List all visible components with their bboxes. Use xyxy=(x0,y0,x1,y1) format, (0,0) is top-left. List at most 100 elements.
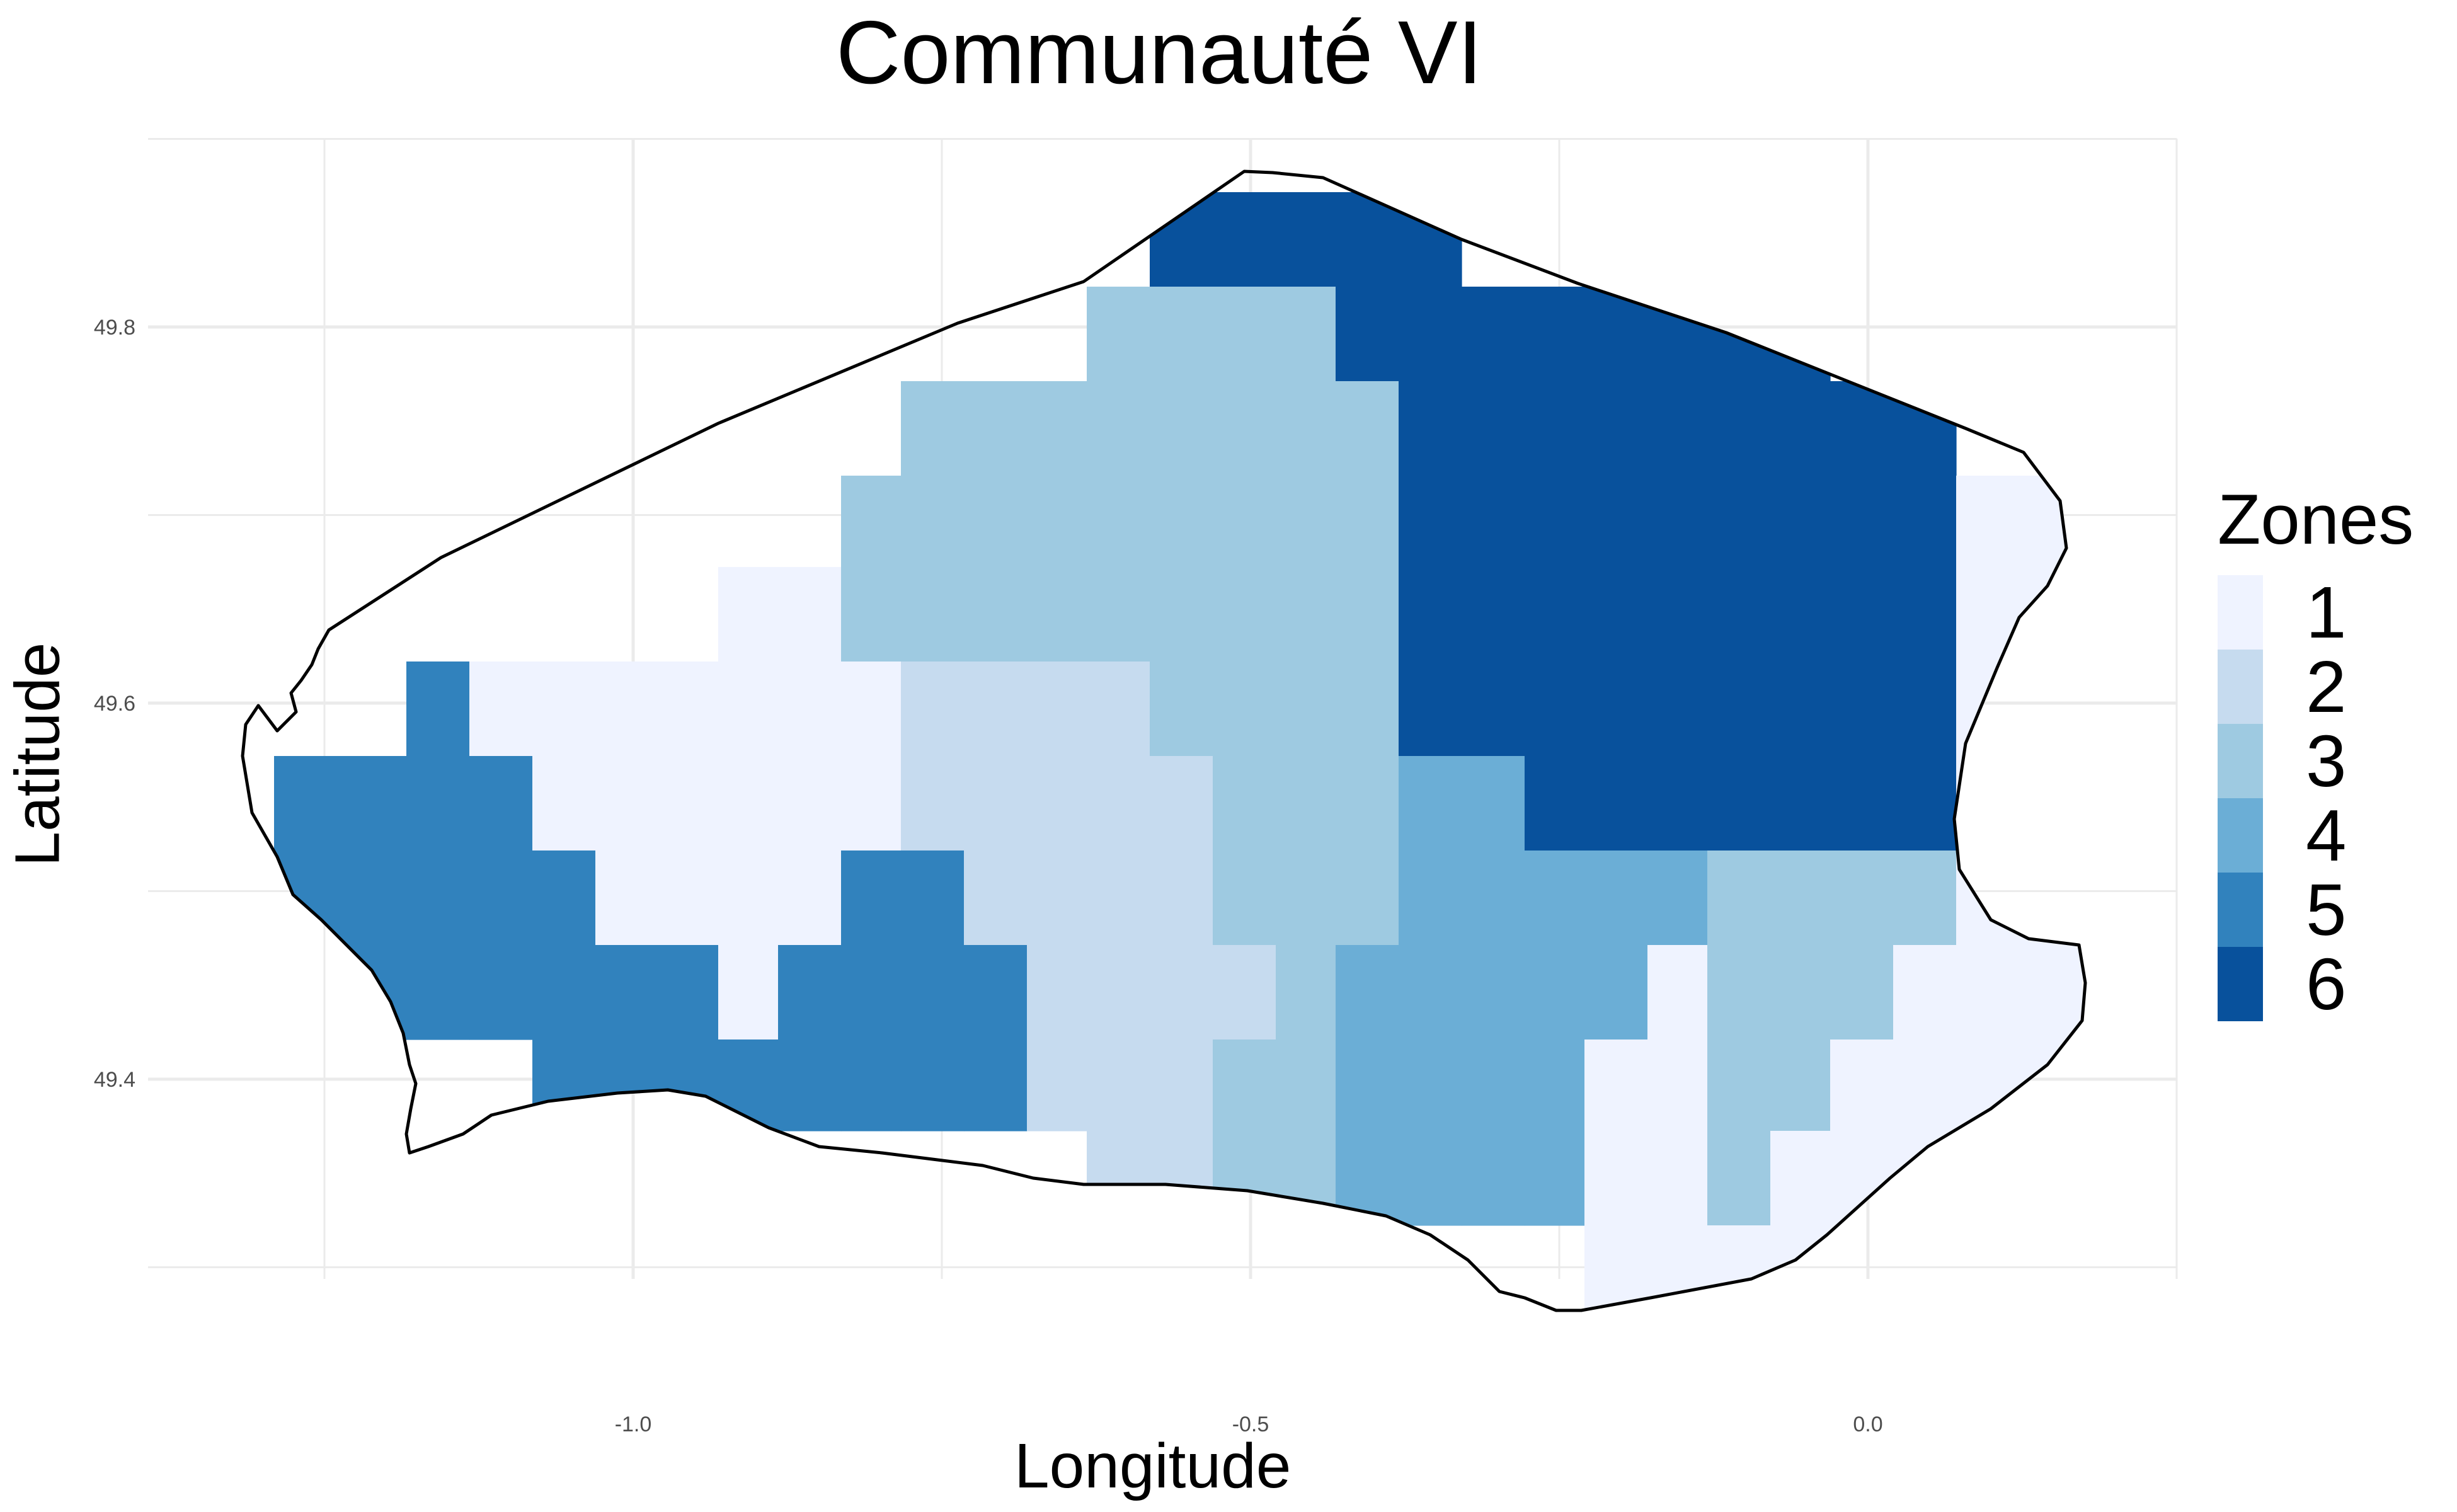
zone-cell-3 xyxy=(1213,1040,1276,1131)
zone-cell-3 xyxy=(1336,381,1399,476)
zone-cell-1 xyxy=(1707,1225,1771,1310)
zone-cell-4 xyxy=(1462,1040,1525,1131)
zone-cell-6 xyxy=(1584,476,1648,568)
zone-cell-6 xyxy=(1399,192,1462,287)
zone-cell-3 xyxy=(1276,756,1336,851)
zone-cell-2 xyxy=(901,756,965,851)
legend-item: 1 xyxy=(2218,575,2414,650)
zone-cell-6 xyxy=(1770,662,1831,757)
coastline-outline xyxy=(241,169,2087,1312)
zone-cell-2 xyxy=(1087,1040,1150,1131)
legend-label: 6 xyxy=(2306,943,2347,1025)
zone-cell-4 xyxy=(1525,945,1585,1040)
zone-cell-6 xyxy=(1399,567,1462,662)
zone-cell-3 xyxy=(901,381,965,476)
zone-cell-5 xyxy=(469,756,533,851)
zone-cell-3 xyxy=(1213,476,1276,568)
legend-swatch xyxy=(2218,798,2263,873)
zone-cell-6 xyxy=(1830,662,1894,757)
x-tick-label: -0.5 xyxy=(1232,1412,1269,1436)
zone-cell-5 xyxy=(841,1040,902,1131)
zone-cell-1 xyxy=(1647,945,1708,1040)
zone-cell-1 xyxy=(718,850,779,946)
zone-cell-6 xyxy=(1647,567,1708,662)
zone-cell-5 xyxy=(343,756,407,851)
zone-cell-5 xyxy=(469,850,533,946)
zone-cell-1 xyxy=(718,756,779,851)
zone-cell-3 xyxy=(1087,287,1150,382)
zone-cell-1 xyxy=(2019,662,2083,757)
zone-cell-5 xyxy=(532,1040,596,1131)
x-tick-label: 0.0 xyxy=(1853,1412,1882,1436)
zone-cell-6 xyxy=(1893,567,1957,662)
zone-cell-3 xyxy=(1276,945,1336,1040)
zone-cell-2 xyxy=(1150,945,1213,1040)
zone-cell-1 xyxy=(595,756,656,851)
zone-cell-6 xyxy=(1830,567,1894,662)
legend-swatch xyxy=(2218,947,2263,1021)
zone-cell-4 xyxy=(1336,1040,1399,1131)
legend-item: 3 xyxy=(2218,724,2414,798)
zone-cell-1 xyxy=(778,662,842,757)
zone-cell-3 xyxy=(1027,476,1087,568)
zone-cell-6 xyxy=(1893,756,1957,851)
zone-cell-2 xyxy=(1087,1131,1150,1226)
y-tick-labels: 49.4 49.6 49.8 xyxy=(94,316,135,1092)
zone-cell-3 xyxy=(1336,756,1399,851)
zone-cell-2 xyxy=(1087,945,1150,1040)
zone-cell-1 xyxy=(1830,1225,1894,1310)
zone-cell-6 xyxy=(1150,192,1213,287)
zone-cell-2 xyxy=(964,662,1028,757)
zone-cell-2 xyxy=(964,756,1028,851)
zone-cell-2 xyxy=(1087,662,1150,757)
zone-cell-1 xyxy=(469,662,533,757)
zone-cell-6 xyxy=(1525,287,1585,382)
legend-label: 4 xyxy=(2306,794,2347,876)
zone-cell-5 xyxy=(343,945,407,1040)
zone-cell-3 xyxy=(1336,567,1399,662)
legend-item: 5 xyxy=(2218,873,2414,947)
zone-cell-1 xyxy=(532,756,596,851)
zone-cell-6 xyxy=(1525,381,1585,476)
zone-cell-6 xyxy=(1584,287,1648,382)
zone-cell-2 xyxy=(1087,756,1150,851)
zone-cell-1 xyxy=(2019,1040,2083,1131)
zone-cell-6 xyxy=(1707,567,1771,662)
x-tick-label: -1.0 xyxy=(615,1412,652,1436)
zone-cell-3 xyxy=(1213,381,1276,476)
zone-cell-6 xyxy=(1647,662,1708,757)
zone-cell-5 xyxy=(406,756,470,851)
zone-cell-1 xyxy=(595,850,656,946)
legend-title: Zones xyxy=(2218,480,2414,559)
zone-cell-1 xyxy=(718,567,779,662)
zone-cell-3 xyxy=(1276,381,1336,476)
zone-cell-5 xyxy=(595,945,656,1040)
zone-cell-1 xyxy=(1647,1225,1708,1310)
zone-cell-3 xyxy=(1213,1131,1276,1226)
zone-cell-6 xyxy=(1707,381,1771,476)
zone-cell-1 xyxy=(1830,1040,1894,1131)
zone-cell-1 xyxy=(1893,1131,1957,1226)
zone-cell-5 xyxy=(778,945,842,1040)
y-tick-label: 49.8 xyxy=(94,316,135,340)
zone-cell-6 xyxy=(1399,381,1462,476)
zone-cell-6 xyxy=(1462,662,1525,757)
zone-cell-1 xyxy=(2019,756,2083,851)
legend-label: 2 xyxy=(2306,646,2347,728)
zone-cell-6 xyxy=(1525,476,1585,568)
zone-cell-1 xyxy=(1584,1225,1648,1310)
zone-cell-6 xyxy=(1525,662,1585,757)
zone-cell-2 xyxy=(1213,945,1276,1040)
zone-cell-1 xyxy=(1893,1040,1957,1131)
zone-cell-2 xyxy=(1027,850,1087,946)
zone-cell-1 xyxy=(1584,1131,1648,1226)
zone-cell-6 xyxy=(1893,662,1957,757)
zone-cell-3 xyxy=(1770,850,1831,946)
zone-cell-4 xyxy=(1584,850,1648,946)
zone-cell-1 xyxy=(655,756,719,851)
zone-cell-4 xyxy=(1462,945,1525,1040)
y-tick-label: 49.4 xyxy=(94,1068,135,1092)
zone-cell-6 xyxy=(1770,287,1831,382)
zone-cell-6 xyxy=(1584,381,1648,476)
